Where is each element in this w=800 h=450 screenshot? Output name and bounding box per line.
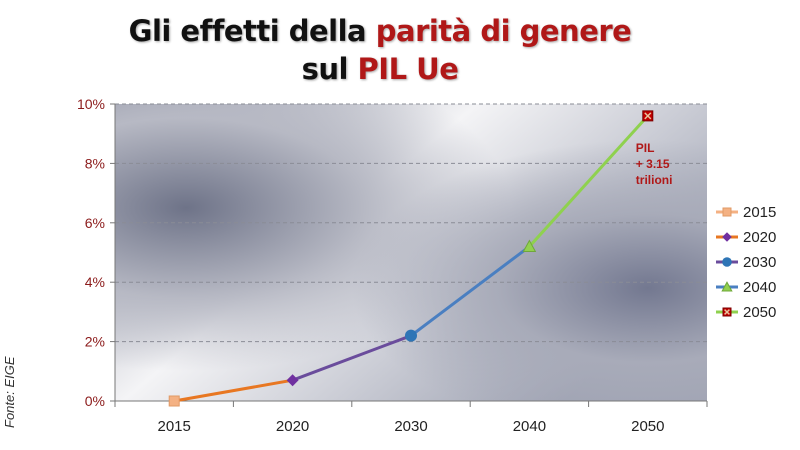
- annotation-text: trilioni: [636, 173, 673, 187]
- legend-label: 2040: [743, 279, 776, 296]
- data-point: [642, 110, 654, 122]
- data-point: [405, 329, 417, 342]
- x-tick-label: 2030: [394, 418, 427, 435]
- legend-label: 2030: [743, 254, 776, 271]
- y-tick-label: 2%: [85, 334, 105, 350]
- data-point: [722, 207, 732, 217]
- data-point: [522, 239, 537, 253]
- legend-item: 2020: [716, 229, 776, 246]
- chart-title-line1: Gli effetti della parità di genere: [0, 14, 760, 48]
- plot-area: [115, 104, 707, 401]
- legend: 2015 2020 2030 2040 2050: [716, 204, 776, 321]
- data-point: [286, 374, 299, 387]
- axes: [114, 104, 707, 402]
- line-segment: [527, 114, 650, 249]
- data-markers: [168, 110, 654, 407]
- marker-cross: [724, 309, 730, 315]
- data-point: [721, 281, 733, 292]
- annotation-text: + 3.15: [636, 157, 670, 171]
- line-segment: [172, 378, 295, 403]
- x-axis-ticks: 2015 2020 2030 2040 2050: [114, 401, 708, 435]
- y-tick-label: 4%: [85, 274, 105, 290]
- y-tick-label: 6%: [85, 215, 105, 231]
- data-line: [172, 114, 650, 403]
- data-point: [722, 232, 732, 242]
- annotation-text: PIL: [636, 141, 655, 155]
- legend-item: 2030: [716, 254, 776, 271]
- legend-label: 2020: [743, 229, 776, 246]
- annotation: PIL + 3.15 trilioni: [636, 141, 673, 187]
- legend-item: 2050: [716, 304, 776, 321]
- line-segment: [291, 334, 413, 382]
- legend-item: 2015: [716, 204, 776, 221]
- x-tick-label: 2040: [513, 418, 546, 435]
- y-tick-label: 8%: [85, 155, 105, 171]
- data-point: [722, 307, 732, 317]
- x-tick-label: 2050: [631, 418, 664, 435]
- legend-label: 2050: [743, 304, 776, 321]
- y-tick-label: 10%: [77, 96, 105, 112]
- y-tick-label: 0%: [85, 393, 105, 409]
- title-highlight: PIL Ue: [357, 52, 459, 86]
- x-tick-label: 2020: [276, 418, 309, 435]
- line-segment: [409, 245, 531, 338]
- y-axis-ticks: 0% 2% 4% 6% 8% 10%: [77, 96, 115, 409]
- legend-label: 2015: [743, 204, 776, 221]
- marker-cross: [644, 112, 652, 120]
- legend-item: 2040: [716, 279, 776, 296]
- x-tick-label: 2015: [158, 418, 191, 435]
- data-point: [722, 257, 732, 267]
- title-highlight: parità di genere: [375, 14, 632, 48]
- chart-title-line2: sul PIL Ue: [0, 52, 760, 86]
- title-text: sul: [301, 52, 358, 86]
- data-point: [168, 395, 180, 407]
- title-text: Gli effetti della: [128, 14, 376, 48]
